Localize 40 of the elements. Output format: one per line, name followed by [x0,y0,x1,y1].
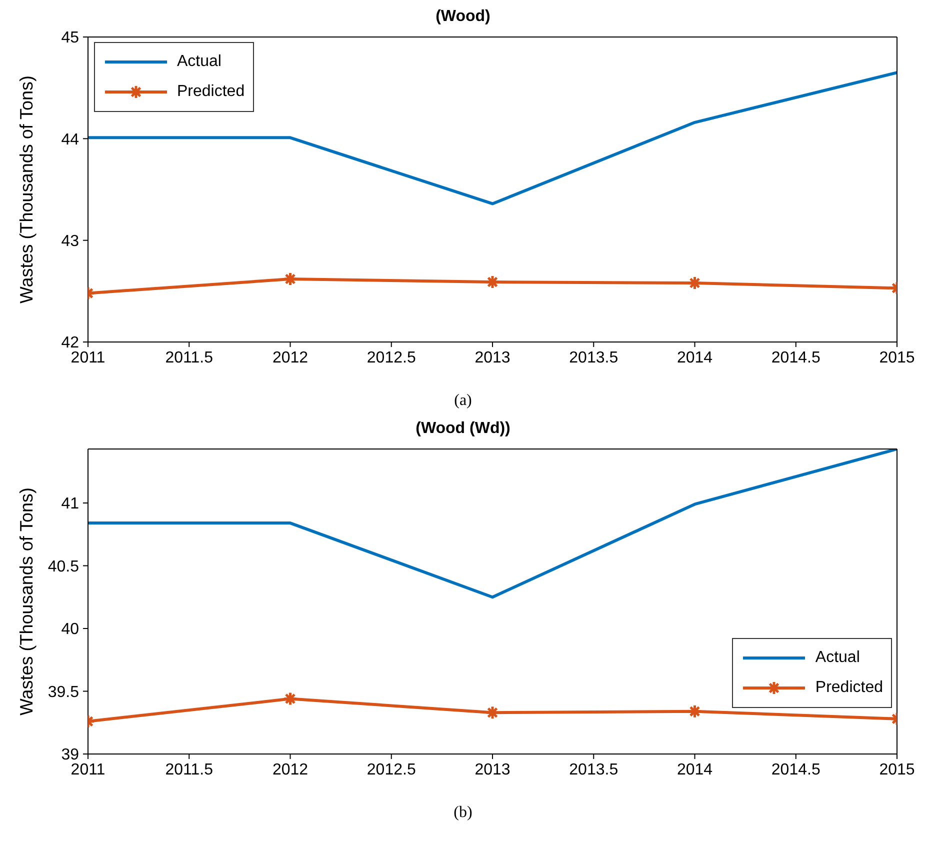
x-tick-label: 2012.5 [366,761,416,778]
legend-label: Actual [177,53,222,71]
line-series [88,71,897,206]
x-tick-label: 2011.5 [165,761,214,778]
x-tick-label: 2011 [70,349,106,366]
x-tick-label: 2013.5 [569,349,618,366]
x-tick-label: 2015 [879,349,915,366]
y-tick-label: 39.5 [48,684,80,701]
x-tick-label: 2013 [474,349,510,366]
chart-title: (Wood) [434,8,492,26]
chart-title: (Wood (Wd)) [414,420,512,438]
y-tick-label: 41 [61,496,80,513]
x-tick-label: 2011 [70,761,106,778]
point [485,705,500,720]
y-tick-label: 40.5 [48,558,80,576]
y-tick-label: 39 [61,746,80,764]
x-tick-label: 2013 [474,761,510,778]
x-tick-label: 2011.5 [165,349,214,366]
y-tick-label: 40 [61,621,80,638]
y-tick-label: 43 [61,233,80,250]
x-tick-label: 2015 [879,761,915,778]
x-tick-label: 2014.5 [771,349,820,366]
x-tick-label: 2012 [272,761,308,778]
x-tick-label: 2014.5 [771,761,820,778]
point [485,274,500,290]
y-tick-label: 45 [61,30,80,47]
legend-label: Predicted [177,83,245,101]
x-tick-label: 2012 [272,349,308,366]
x-tick-label: 2014 [676,761,713,778]
text: (a) [453,392,473,410]
text: (b) [452,804,474,822]
x-tick-label: 2012.5 [366,349,416,366]
y-axis-title: Wastes (Thousands of Tons) [16,487,36,716]
legend-label: Predicted [815,679,883,697]
y-axis-title: Wastes (Thousands of Tons) [16,75,36,304]
y-tick-label: 44 [61,131,80,148]
y-tick-label: 42 [61,334,80,352]
x-tick-label: 2014 [676,349,713,366]
x-tick-label: 2013.5 [569,761,618,778]
legend-label: Actual [815,649,860,667]
